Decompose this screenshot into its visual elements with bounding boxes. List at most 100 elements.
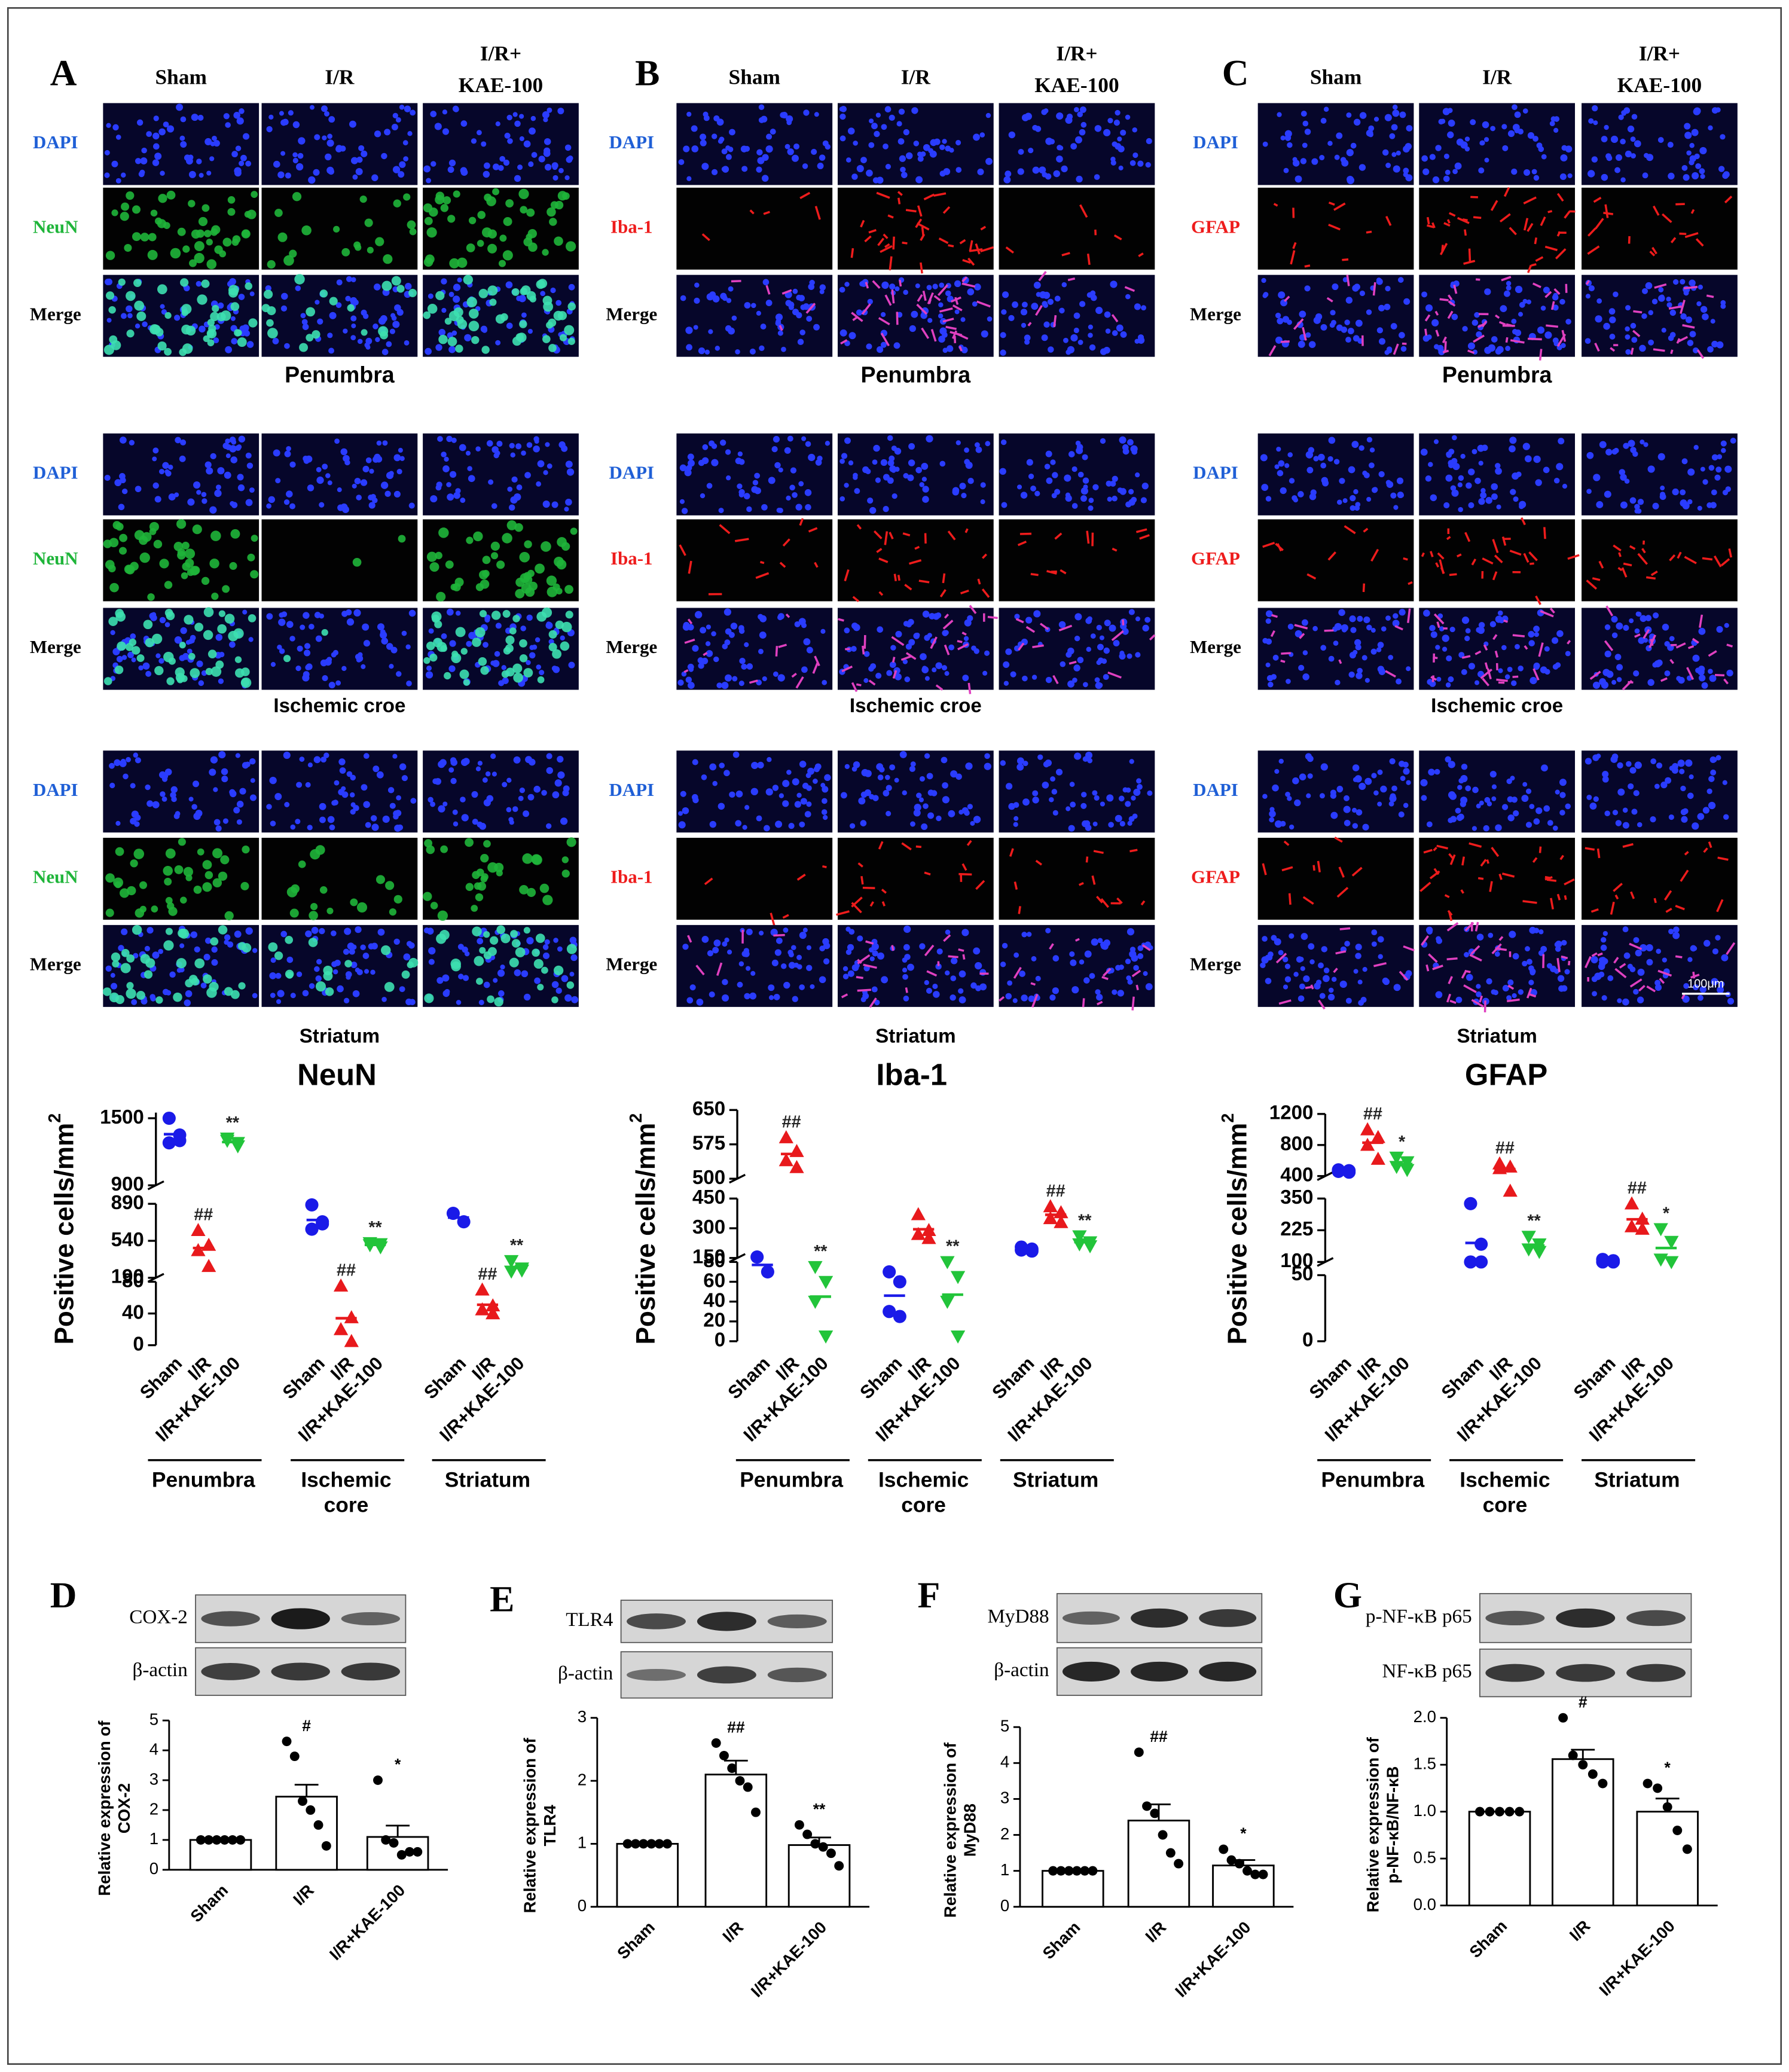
- marker-signal: [181, 309, 188, 316]
- nucleus: [806, 785, 812, 791]
- group-label: core: [901, 1494, 946, 1517]
- nucleus: [568, 283, 575, 291]
- marker-signal: [326, 907, 334, 914]
- nucleus: [1565, 651, 1571, 657]
- nucleus: [279, 111, 284, 116]
- nucleus: [1283, 984, 1289, 990]
- marker-signal: [479, 947, 486, 954]
- nucleus: [691, 145, 699, 152]
- marker-signal: [513, 672, 523, 683]
- nucleus: [1631, 808, 1638, 815]
- nucleus: [152, 143, 160, 150]
- nucleus: [292, 152, 298, 158]
- marker-signal: [164, 312, 172, 319]
- nucleus: [864, 770, 872, 777]
- marker-signal: [1486, 668, 1492, 680]
- nucleus: [346, 618, 355, 626]
- nucleus: [1515, 285, 1523, 294]
- nucleus: [1474, 477, 1481, 484]
- marker-signal: [838, 618, 844, 622]
- nucleus: [806, 965, 813, 971]
- row-label: Merge: [1190, 303, 1241, 324]
- marker-signal: [375, 875, 385, 884]
- marker-signal: [188, 975, 198, 984]
- nucleus: [1685, 759, 1693, 767]
- marker-signal: [456, 316, 464, 324]
- nucleus: [725, 145, 731, 151]
- nucleus: [130, 783, 136, 789]
- nucleus: [889, 114, 895, 121]
- nucleus: [728, 631, 735, 638]
- nucleus: [794, 801, 801, 808]
- nucleus: [1445, 682, 1451, 688]
- nucleus: [1086, 646, 1092, 652]
- nucleus: [844, 483, 849, 488]
- y-axis-label: Relative expression of: [95, 1720, 114, 1896]
- marker-signal: [487, 995, 494, 1003]
- nucleus: [1708, 776, 1715, 782]
- nucleus: [862, 466, 869, 474]
- blot-band: [1626, 1610, 1686, 1627]
- nucleus: [468, 475, 475, 483]
- marker-signal: [1449, 999, 1457, 1004]
- nucleus: [1716, 341, 1724, 349]
- data-point: [646, 1839, 657, 1849]
- marker-signal: [1586, 579, 1598, 590]
- blot-band: [341, 1612, 401, 1626]
- marker-signal: [542, 335, 551, 343]
- nucleus: [1664, 641, 1670, 647]
- data-point: [1515, 1806, 1525, 1817]
- nucleus: [1050, 776, 1055, 782]
- nucleus: [300, 313, 306, 319]
- nucleus: [825, 441, 831, 446]
- nucleus: [793, 143, 800, 149]
- marker-signal: [353, 241, 361, 249]
- nucleus: [1066, 349, 1071, 355]
- nucleus: [1028, 474, 1034, 480]
- data-point: [940, 1295, 955, 1309]
- marker-signal: [1444, 894, 1450, 898]
- marker-signal: [1585, 280, 1590, 285]
- nucleus: [554, 779, 562, 787]
- micrograph: [103, 274, 260, 357]
- nucleus: [160, 304, 165, 309]
- marker-signal: [865, 282, 869, 289]
- nucleus: [767, 757, 772, 762]
- marker-signal: [435, 551, 442, 560]
- nucleus: [761, 115, 768, 123]
- nucleus: [527, 328, 533, 334]
- marker-signal: [479, 610, 487, 618]
- micrograph-background: [1419, 433, 1576, 515]
- nucleus: [999, 468, 1006, 475]
- nucleus: [1672, 932, 1680, 939]
- blot-band: [341, 1662, 401, 1681]
- nucleus: [371, 823, 379, 831]
- nucleus: [952, 489, 959, 496]
- nucleus: [824, 774, 831, 782]
- nucleus: [981, 330, 988, 338]
- nucleus: [1396, 150, 1401, 156]
- region-label: Ischemic croe: [850, 695, 982, 717]
- nucleus: [687, 682, 695, 689]
- nucleus: [872, 950, 878, 957]
- marker-signal: [203, 607, 214, 617]
- nucleus: [401, 775, 408, 782]
- nucleus: [1110, 157, 1116, 162]
- nucleus: [1353, 649, 1358, 655]
- nucleus: [235, 445, 242, 451]
- nucleus: [1287, 796, 1292, 801]
- marker-signal: [157, 284, 167, 295]
- nucleus: [378, 317, 386, 325]
- nucleus: [913, 809, 921, 817]
- nucleus: [1559, 810, 1565, 816]
- nucleus: [373, 324, 378, 329]
- nucleus: [356, 495, 362, 501]
- y-tick-label: 300: [692, 1216, 725, 1238]
- marker-signal: [1339, 927, 1351, 930]
- marker-signal: [487, 229, 497, 239]
- nucleus: [731, 315, 737, 321]
- data-point: [212, 1835, 222, 1845]
- nucleus: [131, 999, 138, 1005]
- marker-signal: [543, 301, 554, 312]
- nucleus: [198, 680, 204, 686]
